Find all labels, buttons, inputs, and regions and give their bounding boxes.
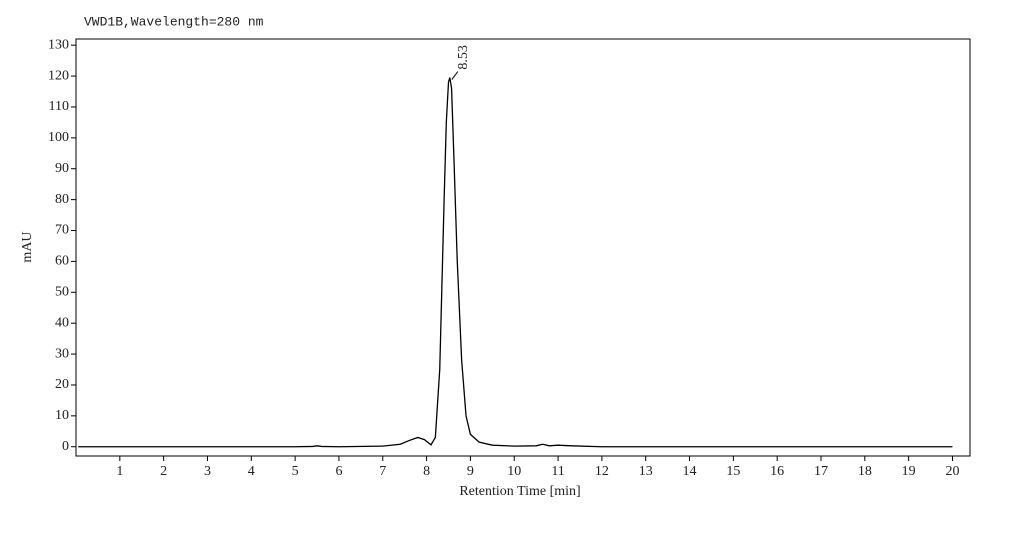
x-tick-label: 6 [335, 464, 342, 479]
y-tick-label: 0 [62, 439, 69, 454]
y-tick-label: 20 [55, 377, 69, 392]
y-tick-label: 60 [55, 254, 69, 269]
peak-label: 8.53 [456, 45, 471, 70]
y-axis-label: mAU [20, 231, 35, 262]
x-tick-label: 19 [902, 464, 916, 479]
y-tick-label: 100 [48, 130, 69, 145]
y-tick-label: 40 [55, 315, 69, 330]
x-tick-label: 3 [204, 464, 211, 479]
chart-title: VWD1B,Wavelength=280 nm [84, 14, 264, 29]
x-tick-label: 7 [379, 464, 386, 479]
y-tick-label: 80 [55, 192, 69, 207]
y-tick-label: 70 [55, 223, 69, 238]
peak-marker [451, 71, 459, 80]
x-tick-label: 18 [858, 464, 872, 479]
x-tick-label: 9 [467, 464, 474, 479]
x-tick-label: 1 [116, 464, 123, 479]
x-tick-label: 2 [160, 464, 167, 479]
x-tick-label: 8 [423, 464, 430, 479]
y-tick-label: 110 [49, 99, 69, 114]
y-tick-label: 90 [55, 161, 69, 176]
y-tick-label: 130 [48, 37, 69, 52]
series-line [78, 77, 953, 448]
x-tick-label: 14 [683, 464, 697, 479]
x-tick-label: 12 [595, 464, 609, 479]
y-tick-label: 50 [55, 285, 69, 300]
x-tick-label: 17 [814, 464, 828, 479]
plot-frame [75, 38, 971, 457]
x-tick-label: 13 [639, 464, 653, 479]
x-tick-label: 10 [507, 464, 521, 479]
x-axis-label: Retention Time [min] [459, 484, 580, 499]
x-tick-label: 16 [770, 464, 784, 479]
x-tick-label: 20 [945, 464, 959, 479]
y-tick-label: 120 [48, 68, 69, 83]
x-tick-label: 4 [248, 464, 255, 479]
x-tick-label: 5 [292, 464, 299, 479]
y-tick-label: 10 [55, 408, 69, 423]
y-tick-label: 30 [55, 346, 69, 361]
x-tick-label: 15 [726, 464, 740, 479]
x-tick-label: 11 [551, 464, 564, 479]
